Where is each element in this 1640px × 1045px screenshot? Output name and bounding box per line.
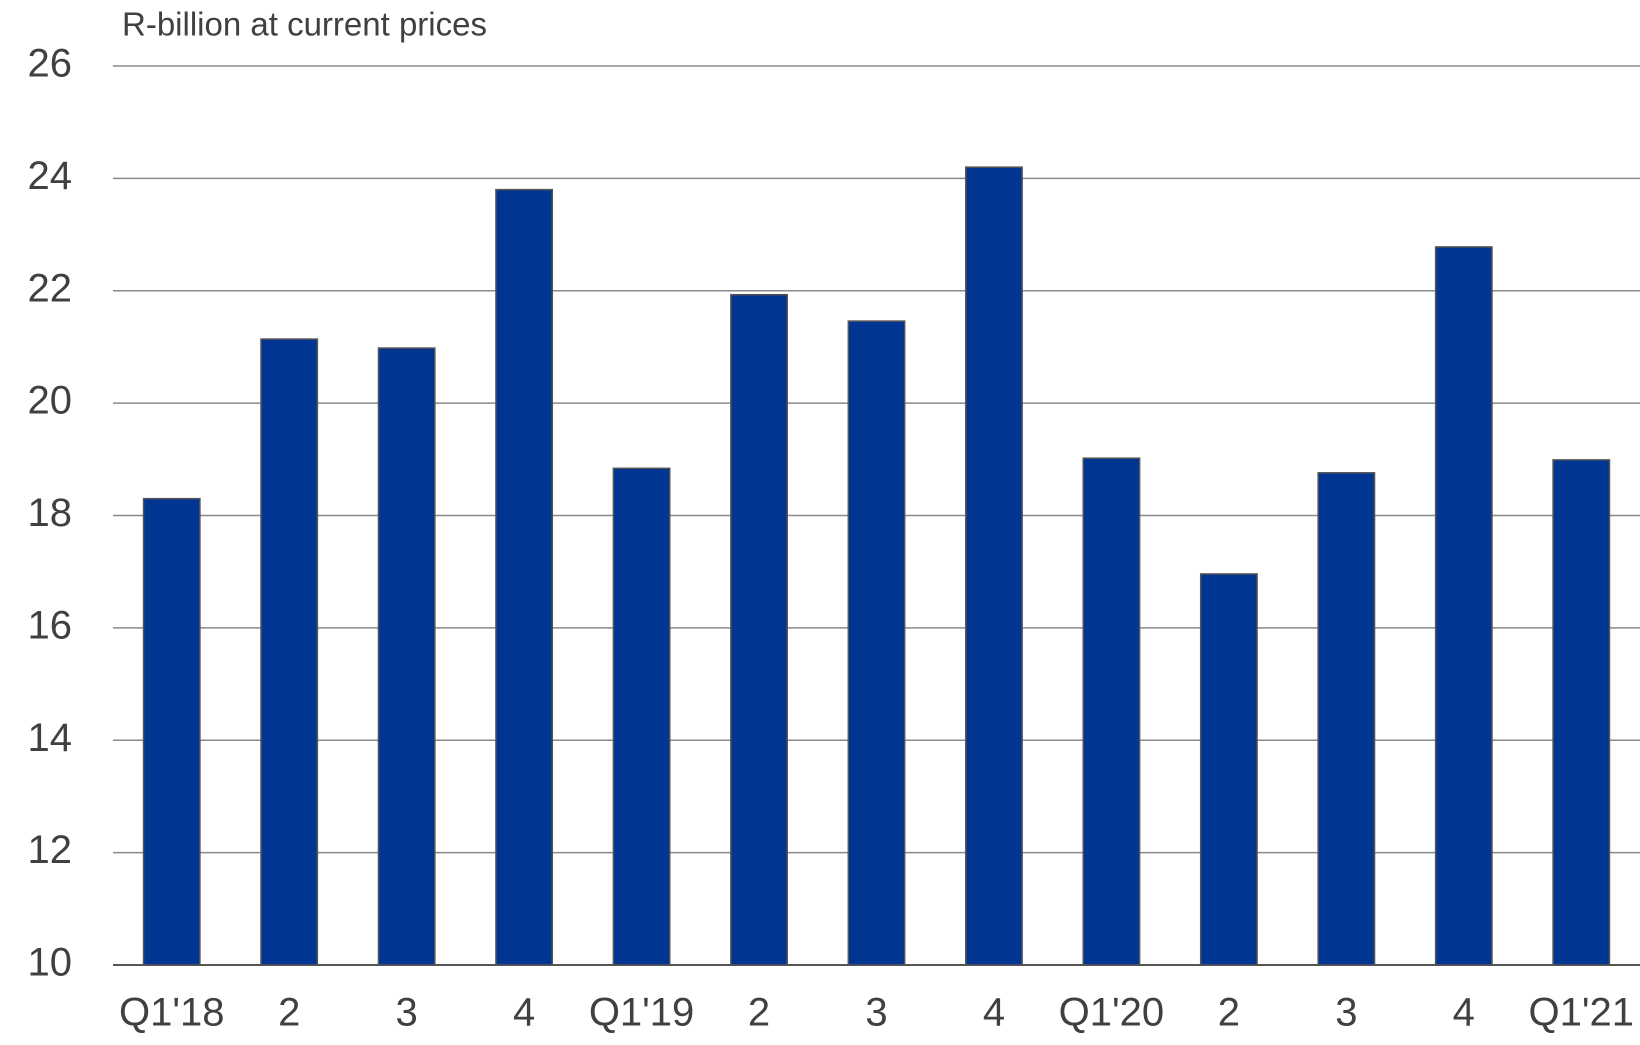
bar [847,320,906,966]
bar [1317,472,1376,966]
bar [1199,573,1258,966]
bar [142,497,201,966]
bar [730,293,788,966]
x-tick-label: 4 [983,991,1005,1035]
bar [377,347,436,966]
y-tick-label: 24 [28,154,73,198]
x-tick-label: Q1'19 [589,991,695,1035]
x-tick-label: 3 [1335,991,1357,1035]
bar [1082,457,1141,966]
x-tick-label: 3 [396,991,418,1035]
chart-title: R-billion at current prices [122,6,487,43]
x-tick-label: 2 [278,991,300,1035]
x-tick-label: 4 [1453,991,1475,1035]
bar [1434,246,1493,966]
bar [1552,459,1611,966]
x-tick-label: Q1'18 [119,991,225,1035]
y-tick-label: 22 [28,266,73,310]
x-tick-label: 2 [1218,991,1240,1035]
y-tick-label: 12 [28,828,73,872]
x-tick-label: 3 [865,991,887,1035]
bar [260,338,319,966]
x-tick-label: 4 [513,991,535,1035]
x-tick-label: Q1'21 [1529,991,1635,1035]
bar [495,188,554,966]
y-tick-label: 18 [28,491,73,535]
bar [965,166,1023,966]
y-tick-label: 20 [28,379,73,423]
y-tick-label: 26 [28,42,73,86]
y-tick-label: 10 [28,941,73,985]
bar [612,467,671,966]
y-tick-label: 16 [28,603,73,647]
x-tick-label: 2 [748,991,770,1035]
x-tick-label: Q1'20 [1059,991,1165,1035]
y-tick-label: 14 [28,716,73,760]
